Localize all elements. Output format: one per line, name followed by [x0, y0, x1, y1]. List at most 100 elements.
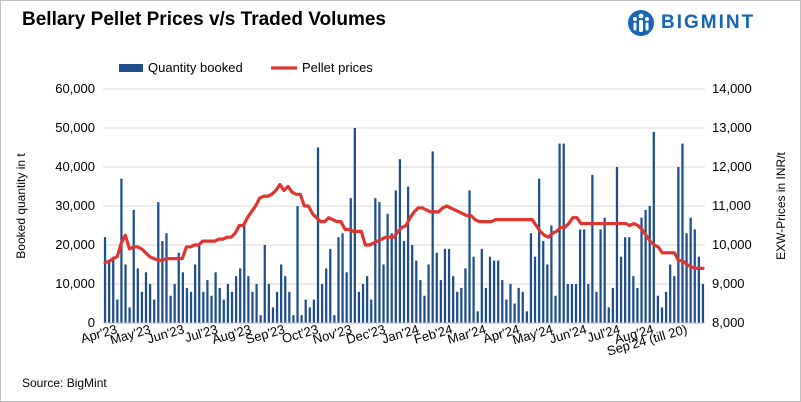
bar — [378, 202, 381, 323]
bar — [664, 291, 668, 323]
bar — [615, 167, 619, 323]
bar — [267, 284, 270, 323]
bar — [251, 291, 254, 323]
bar — [652, 131, 655, 323]
bar — [398, 159, 402, 323]
bar — [140, 291, 144, 323]
bar — [402, 241, 406, 323]
bar — [640, 217, 643, 323]
bar — [525, 311, 528, 323]
bar — [247, 276, 250, 323]
bar — [177, 252, 180, 323]
bar — [255, 284, 258, 323]
bar — [472, 256, 475, 323]
bar — [427, 264, 430, 323]
bar — [263, 245, 266, 323]
bar — [345, 272, 348, 323]
bar — [148, 284, 152, 323]
legend: Quantity booked Pellet prices — [119, 60, 373, 75]
bar — [411, 245, 414, 323]
bar — [685, 233, 688, 323]
bar — [447, 248, 451, 323]
bar — [370, 299, 373, 323]
bar — [320, 284, 324, 323]
bar — [284, 276, 287, 323]
bar — [468, 190, 471, 323]
bar — [374, 198, 377, 323]
bar — [120, 178, 123, 323]
legend-line-label: Pellet prices — [302, 60, 373, 75]
y-right-tick-label: 8,000 — [712, 315, 745, 330]
bar — [611, 287, 614, 323]
bar — [636, 287, 639, 323]
bigmint-logo-icon — [628, 10, 654, 36]
bar — [517, 287, 520, 323]
bar — [316, 147, 320, 323]
bar — [562, 143, 565, 323]
bar — [480, 248, 483, 323]
bar — [476, 311, 479, 323]
bar — [218, 287, 221, 323]
bar — [574, 284, 578, 323]
bar — [415, 260, 418, 323]
y-right-tick-label: 10,000 — [712, 237, 752, 252]
bar — [288, 291, 291, 323]
bar — [423, 295, 426, 323]
bar — [206, 280, 209, 323]
bar — [304, 299, 307, 323]
y-left-axis-title: Booked quantity in t — [14, 153, 28, 259]
bar — [566, 284, 569, 323]
bar — [681, 143, 684, 323]
bar — [198, 245, 201, 323]
y-right-tick-label: 9,000 — [712, 276, 745, 291]
y-right-axis-title: EXW-Prices in INR/t — [774, 151, 788, 259]
bar — [259, 315, 262, 323]
bar — [435, 252, 438, 323]
y-left-tick-label: 0 — [88, 315, 95, 330]
bar — [128, 307, 131, 323]
bar — [669, 264, 672, 323]
bar — [275, 291, 279, 323]
bar — [341, 233, 344, 323]
y-left-tick-label: 60,000 — [55, 81, 95, 96]
bar — [693, 229, 696, 323]
bar — [103, 237, 107, 323]
bar — [619, 256, 623, 323]
bar — [112, 256, 115, 323]
bar — [660, 307, 664, 323]
page-title: Bellary Pellet Prices v/s Traded Volumes — [22, 9, 386, 30]
bar — [189, 291, 193, 323]
bar — [329, 248, 332, 323]
bar — [439, 280, 442, 323]
bar — [161, 241, 164, 323]
line-series — [103, 182, 705, 270]
y-left-tick-label: 50,000 — [55, 120, 95, 135]
bar — [542, 241, 545, 323]
bar — [185, 287, 189, 323]
bar — [607, 307, 610, 323]
bar — [497, 260, 500, 323]
bar — [361, 284, 365, 323]
bar — [460, 287, 463, 323]
bar — [595, 291, 598, 323]
bar — [628, 237, 631, 323]
legend-bar-label: Quantity booked — [148, 60, 243, 75]
x-tick-label: Jun'24 — [548, 321, 589, 346]
bar — [492, 260, 496, 323]
y-left-tick-label: 10,000 — [55, 276, 95, 291]
bar — [419, 280, 422, 323]
bar — [357, 291, 361, 323]
bar — [333, 315, 336, 323]
bar — [529, 233, 533, 323]
bar — [558, 143, 561, 323]
bar — [296, 206, 299, 323]
bar — [124, 264, 127, 323]
bar — [108, 260, 111, 323]
bar — [554, 295, 557, 323]
bar — [656, 295, 660, 323]
source-note: Source: BigMint — [22, 376, 107, 390]
bar — [578, 229, 582, 323]
bar — [505, 299, 508, 323]
bar — [337, 237, 340, 323]
bar — [464, 268, 467, 323]
